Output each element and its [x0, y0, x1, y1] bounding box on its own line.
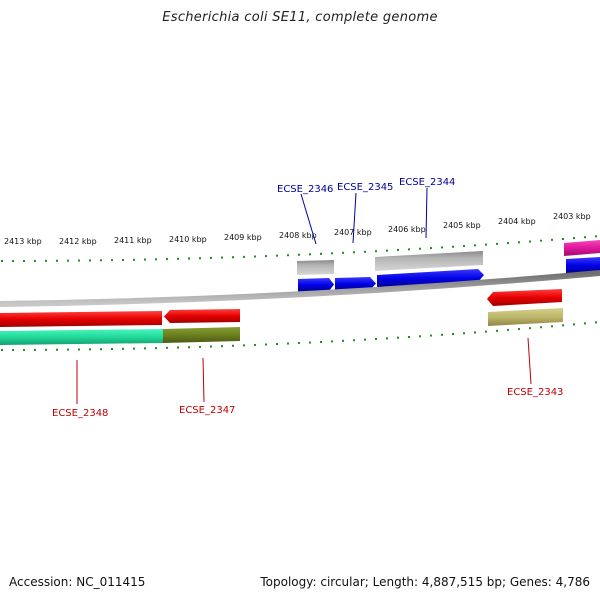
- bottom-gene-labels: ECSE_2348 ECSE_2347 ECSE_2343: [52, 337, 563, 419]
- gene-label-ECSE_2348[interactable]: ECSE_2348: [52, 408, 108, 419]
- cds-arrow-ECSE_2343[interactable]: [487, 289, 562, 306]
- tick-label-2405: 2405 kbp: [443, 221, 481, 230]
- leader-ECSE_2346: [300, 193, 317, 245]
- leader-ECSE_2347: [202, 357, 205, 403]
- genome-backbone: [0, 270, 600, 307]
- tick-label-2403: 2403 kbp: [553, 212, 591, 221]
- tick-label-2407: 2407 kbp: [334, 228, 372, 237]
- tick-label-2409: 2409 kbp: [224, 233, 262, 242]
- tick-labels: 2413 kbp 2412 kbp 2411 kbp 2410 kbp 2409…: [4, 212, 591, 246]
- tick-label-2410: 2410 kbp: [169, 235, 207, 244]
- grey-bar-2: [375, 251, 483, 271]
- tick-label-2413: 2413 kbp: [4, 237, 42, 246]
- tick-label-2406: 2406 kbp: [388, 225, 426, 234]
- grey-bar-1: [297, 260, 334, 275]
- top-gene-labels: ECSE_2346 ECSE_2345 ECSE_2344: [277, 177, 455, 245]
- cds-arrow-ECSE_2348[interactable]: [0, 311, 162, 327]
- topology-text: Topology: circular; Length: 4,887,515 bp…: [260, 575, 590, 589]
- map-title: Escherichia coli SE11, complete genome: [162, 10, 438, 25]
- gene-label-ECSE_2344[interactable]: ECSE_2344: [399, 177, 455, 188]
- accession-text: Accession: NC_011415: [9, 575, 146, 589]
- cds-arrow-ECSE_2347[interactable]: [164, 309, 240, 323]
- reverse-cds-row: [0, 289, 563, 345]
- grey-bars-top: [297, 251, 483, 275]
- forward-cds-row: [298, 240, 600, 292]
- tick-label-2408: 2408 kbp: [279, 231, 317, 240]
- tick-label-2404: 2404 kbp: [498, 217, 536, 226]
- inner-tick-ruler: [1, 321, 597, 351]
- gene-label-ECSE_2343[interactable]: ECSE_2343: [507, 387, 563, 398]
- feature-block-ECSE_2343[interactable]: [488, 308, 563, 326]
- tick-label-2412: 2412 kbp: [59, 237, 97, 246]
- feature-block-ECSE_2348[interactable]: [0, 329, 163, 345]
- feature-block-ECSE_2347[interactable]: [163, 327, 240, 343]
- cds-arrow-ECSE_2345[interactable]: [335, 277, 376, 291]
- tick-label-2411: 2411 kbp: [114, 236, 152, 245]
- cds-block-right-blue[interactable]: [566, 257, 600, 274]
- leader-ECSE_2344: [425, 187, 428, 239]
- outer-tick-ruler: [1, 235, 597, 262]
- gene-label-ECSE_2346[interactable]: ECSE_2346: [277, 184, 333, 195]
- gene-label-ECSE_2345[interactable]: ECSE_2345: [337, 182, 393, 193]
- cds-block-right-magenta[interactable]: [564, 240, 600, 256]
- cds-arrow-ECSE_2344[interactable]: [377, 269, 484, 288]
- leader-ECSE_2343: [527, 337, 532, 385]
- leader-ECSE_2345: [352, 192, 357, 244]
- cds-arrow-ECSE_2346[interactable]: [298, 278, 334, 292]
- gene-label-ECSE_2347[interactable]: ECSE_2347: [179, 405, 235, 416]
